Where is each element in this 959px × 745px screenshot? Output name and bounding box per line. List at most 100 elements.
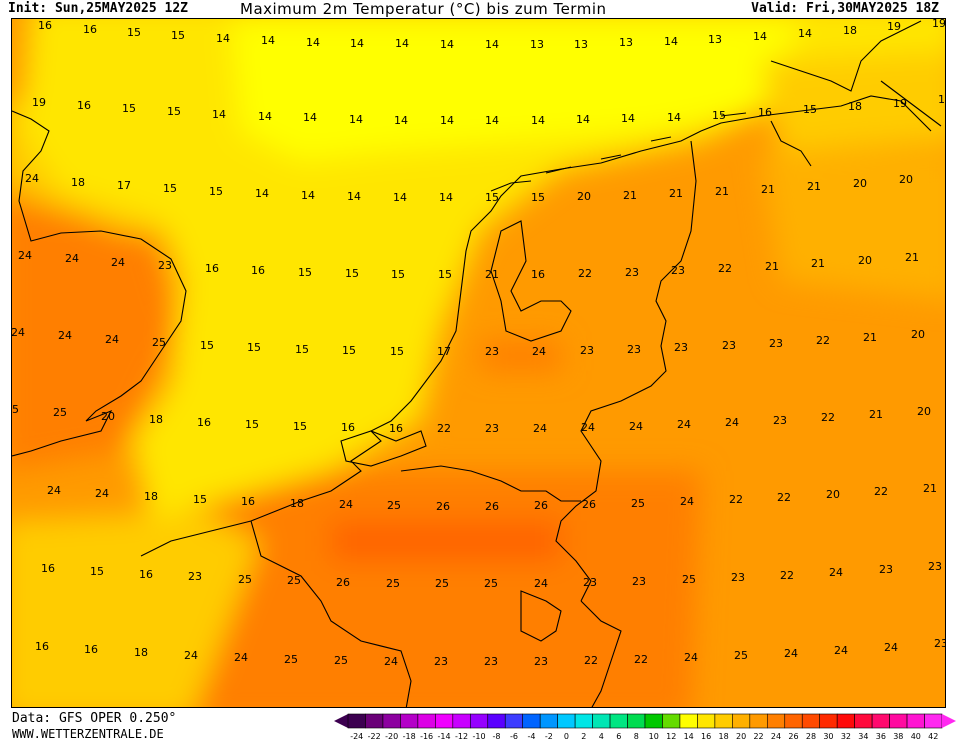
temperature-value: 22	[777, 491, 791, 504]
temperature-value: 25	[12, 403, 19, 416]
temperature-value: 15	[345, 267, 359, 280]
temperature-value: 22	[874, 485, 888, 498]
temperature-value: 26	[436, 500, 450, 513]
temperature-value: 23	[625, 266, 639, 279]
temperature-value: 24	[184, 649, 198, 662]
temperature-value: 16	[205, 262, 219, 275]
temperature-value: 24	[680, 495, 694, 508]
scale-label: 12	[666, 732, 676, 741]
temperature-value: 14	[664, 35, 678, 48]
temperature-value: 15	[293, 420, 307, 433]
temperature-value: 20	[577, 190, 591, 203]
temperature-value: 15	[247, 341, 261, 354]
temperature-value: 22	[718, 262, 732, 275]
temperature-value: 21	[669, 187, 683, 200]
scale-label: -4	[527, 732, 535, 741]
scale-label: -12	[455, 732, 468, 741]
scale-swatch	[662, 713, 681, 729]
temperature-value: 14	[255, 187, 269, 200]
temperature-value: 21	[905, 251, 919, 264]
temperature-value: 23	[485, 345, 499, 358]
temperature-value: 19	[893, 97, 907, 110]
temperature-value: 22	[780, 569, 794, 582]
scale-swatch	[854, 713, 873, 729]
temperature-value: 17	[117, 179, 131, 192]
temperature-value: 15	[193, 493, 207, 506]
temperature-value: 16	[341, 421, 355, 434]
temperature-value: 24	[47, 484, 61, 497]
temperature-value: 15	[163, 182, 177, 195]
init-time: Init: Sun,25MAY2025 12Z	[8, 1, 189, 16]
temperature-value: 15	[438, 268, 452, 281]
temperature-value: 14	[576, 113, 590, 126]
temperature-value: 15	[295, 343, 309, 356]
scale-label: 38	[893, 732, 903, 741]
data-source: Data: GFS OPER 0.250°	[12, 711, 177, 726]
temperature-value: 24	[95, 487, 109, 500]
temperature-value: 25	[53, 406, 67, 419]
scale-swatch	[819, 713, 838, 729]
temperature-value: 14	[395, 37, 409, 50]
temperature-value: 14	[349, 113, 363, 126]
scale-swatch	[889, 713, 908, 729]
temperature-value: 16	[77, 99, 91, 112]
temperature-value: 18	[848, 100, 862, 113]
scale-swatch	[452, 713, 471, 729]
scale-label: -20	[385, 732, 398, 741]
temperature-value: 14	[485, 38, 499, 51]
temperature-value: 24	[532, 345, 546, 358]
temperature-value: 24	[884, 641, 898, 654]
scale-label: 20	[736, 732, 746, 741]
temperature-value: 18	[71, 176, 85, 189]
temperature-value: 24	[65, 252, 79, 265]
temperature-value: 23	[188, 570, 202, 583]
temperature-value: 16	[84, 643, 98, 656]
temperature-value: 22	[584, 654, 598, 667]
temperature-value: 15	[167, 105, 181, 118]
scale-swatch	[557, 713, 576, 729]
scale-label: 42	[928, 732, 938, 741]
scale-swatch	[627, 713, 646, 729]
temperature-value: 20	[911, 328, 925, 341]
temperature-value: 24	[784, 647, 798, 660]
temperature-value: 25	[631, 497, 645, 510]
temperature-value: 20	[853, 177, 867, 190]
temperature-value: 14	[306, 36, 320, 49]
temperature-value: 14	[485, 114, 499, 127]
temperature-value: 13	[530, 38, 544, 51]
temperature-value: 16	[389, 422, 403, 435]
scale-swatch	[574, 713, 593, 729]
scale-label: 34	[858, 732, 868, 741]
temperature-value: 18	[843, 24, 857, 37]
scale-swatch	[504, 713, 524, 729]
scale-swatch	[609, 713, 628, 729]
temperature-value: 23	[580, 344, 594, 357]
temperature-value: 23	[769, 337, 783, 350]
scale-swatch	[679, 713, 698, 729]
temperature-value: 24	[58, 329, 72, 342]
scale-label: 16	[701, 732, 711, 741]
temperature-value: 25	[287, 574, 301, 587]
temperature-value: 21	[765, 260, 779, 273]
valid-time: Valid: Fri,30MAY2025 18Z	[751, 1, 939, 16]
scale-swatch	[592, 713, 611, 729]
temperature-value: 18	[134, 646, 148, 659]
temperature-value: 21	[811, 257, 825, 270]
temperature-map: 16 16 15 15 14 14 14 14 14 14 14 13 13 13 14 13 14 14 18 19…	[11, 18, 946, 708]
temperature-value: 24	[581, 421, 595, 434]
scale-swatch	[487, 713, 506, 729]
temperature-value: 15	[803, 103, 817, 116]
temperature-value: 24	[105, 333, 119, 346]
temperature-value: 16	[531, 268, 545, 281]
temperature-value: 23	[928, 560, 942, 573]
scale-label: 2	[581, 732, 586, 741]
temperature-value: 23	[583, 576, 597, 589]
website-link[interactable]: WWW.WETTERZENTRALE.DE	[12, 727, 164, 741]
temperature-value: 25	[682, 573, 696, 586]
temperature-value: 23	[934, 637, 946, 650]
temperature-value: 22	[634, 653, 648, 666]
temperature-value: 23	[674, 341, 688, 354]
scale-swatch	[382, 713, 401, 729]
temperature-value: 23	[484, 655, 498, 668]
temperature-value: 16	[38, 19, 52, 32]
